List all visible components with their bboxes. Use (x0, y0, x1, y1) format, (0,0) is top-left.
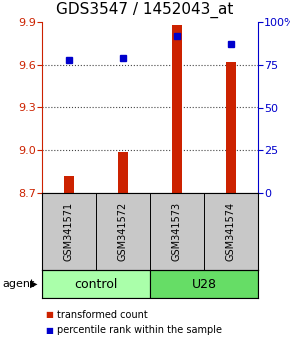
Text: transformed count: transformed count (57, 310, 148, 320)
Text: GDS3547 / 1452043_at: GDS3547 / 1452043_at (56, 2, 234, 18)
Text: ■: ■ (45, 325, 53, 335)
Text: GSM341574: GSM341574 (226, 202, 236, 261)
Text: ■: ■ (45, 310, 53, 320)
Bar (64, 176, 74, 193)
Text: GSM341573: GSM341573 (172, 202, 182, 261)
Bar (172, 25, 182, 193)
Text: U28: U28 (191, 278, 217, 291)
Bar (150, 270, 258, 298)
Bar (226, 62, 236, 193)
Bar (118, 152, 128, 193)
Text: ▶: ▶ (30, 279, 37, 289)
Text: control: control (74, 278, 118, 291)
Text: GSM341572: GSM341572 (118, 202, 128, 261)
Text: percentile rank within the sample: percentile rank within the sample (57, 325, 222, 335)
Text: GSM341571: GSM341571 (64, 202, 74, 261)
Bar (42, 270, 150, 298)
Text: agent: agent (2, 279, 35, 289)
